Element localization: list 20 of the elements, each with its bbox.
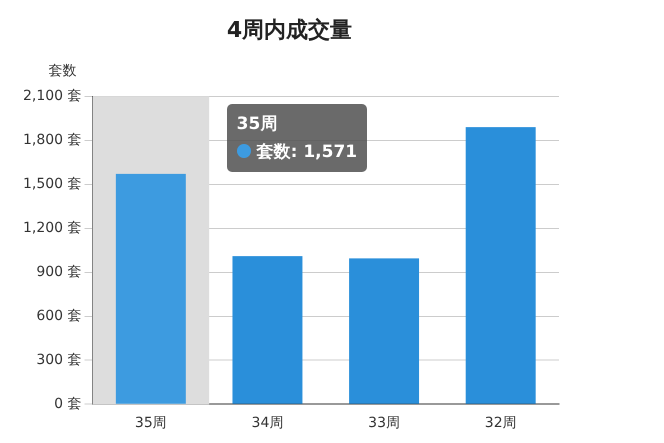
y-tick-label: 1,200 套 — [23, 220, 82, 236]
x-tick-label: 34周 — [252, 415, 284, 432]
y-tick-label: 1,500 套 — [23, 176, 82, 192]
y-tick-label: 300 套 — [36, 352, 82, 368]
x-tick-label: 35周 — [134, 415, 167, 432]
bar — [349, 258, 420, 404]
y-axis-title: 套数 — [48, 63, 77, 80]
x-tick-label: 32周 — [484, 415, 517, 432]
y-tick-label: 2,100 套 — [23, 88, 82, 104]
y-tick-label: 600 套 — [36, 308, 82, 324]
bar — [466, 127, 536, 404]
annotation: 套数: 1,571 — [255, 141, 358, 164]
x-tick-label: 33周 — [368, 415, 400, 432]
y-tick-label: 900 套 — [36, 264, 82, 280]
bar — [232, 256, 302, 404]
y-tick-label: 1,800 套 — [23, 132, 82, 148]
y-tick-label: 0 套 — [54, 396, 82, 412]
annotation: 35周 — [236, 113, 278, 136]
bar — [116, 174, 186, 404]
chart-title: 4周内成交量 — [226, 16, 352, 43]
